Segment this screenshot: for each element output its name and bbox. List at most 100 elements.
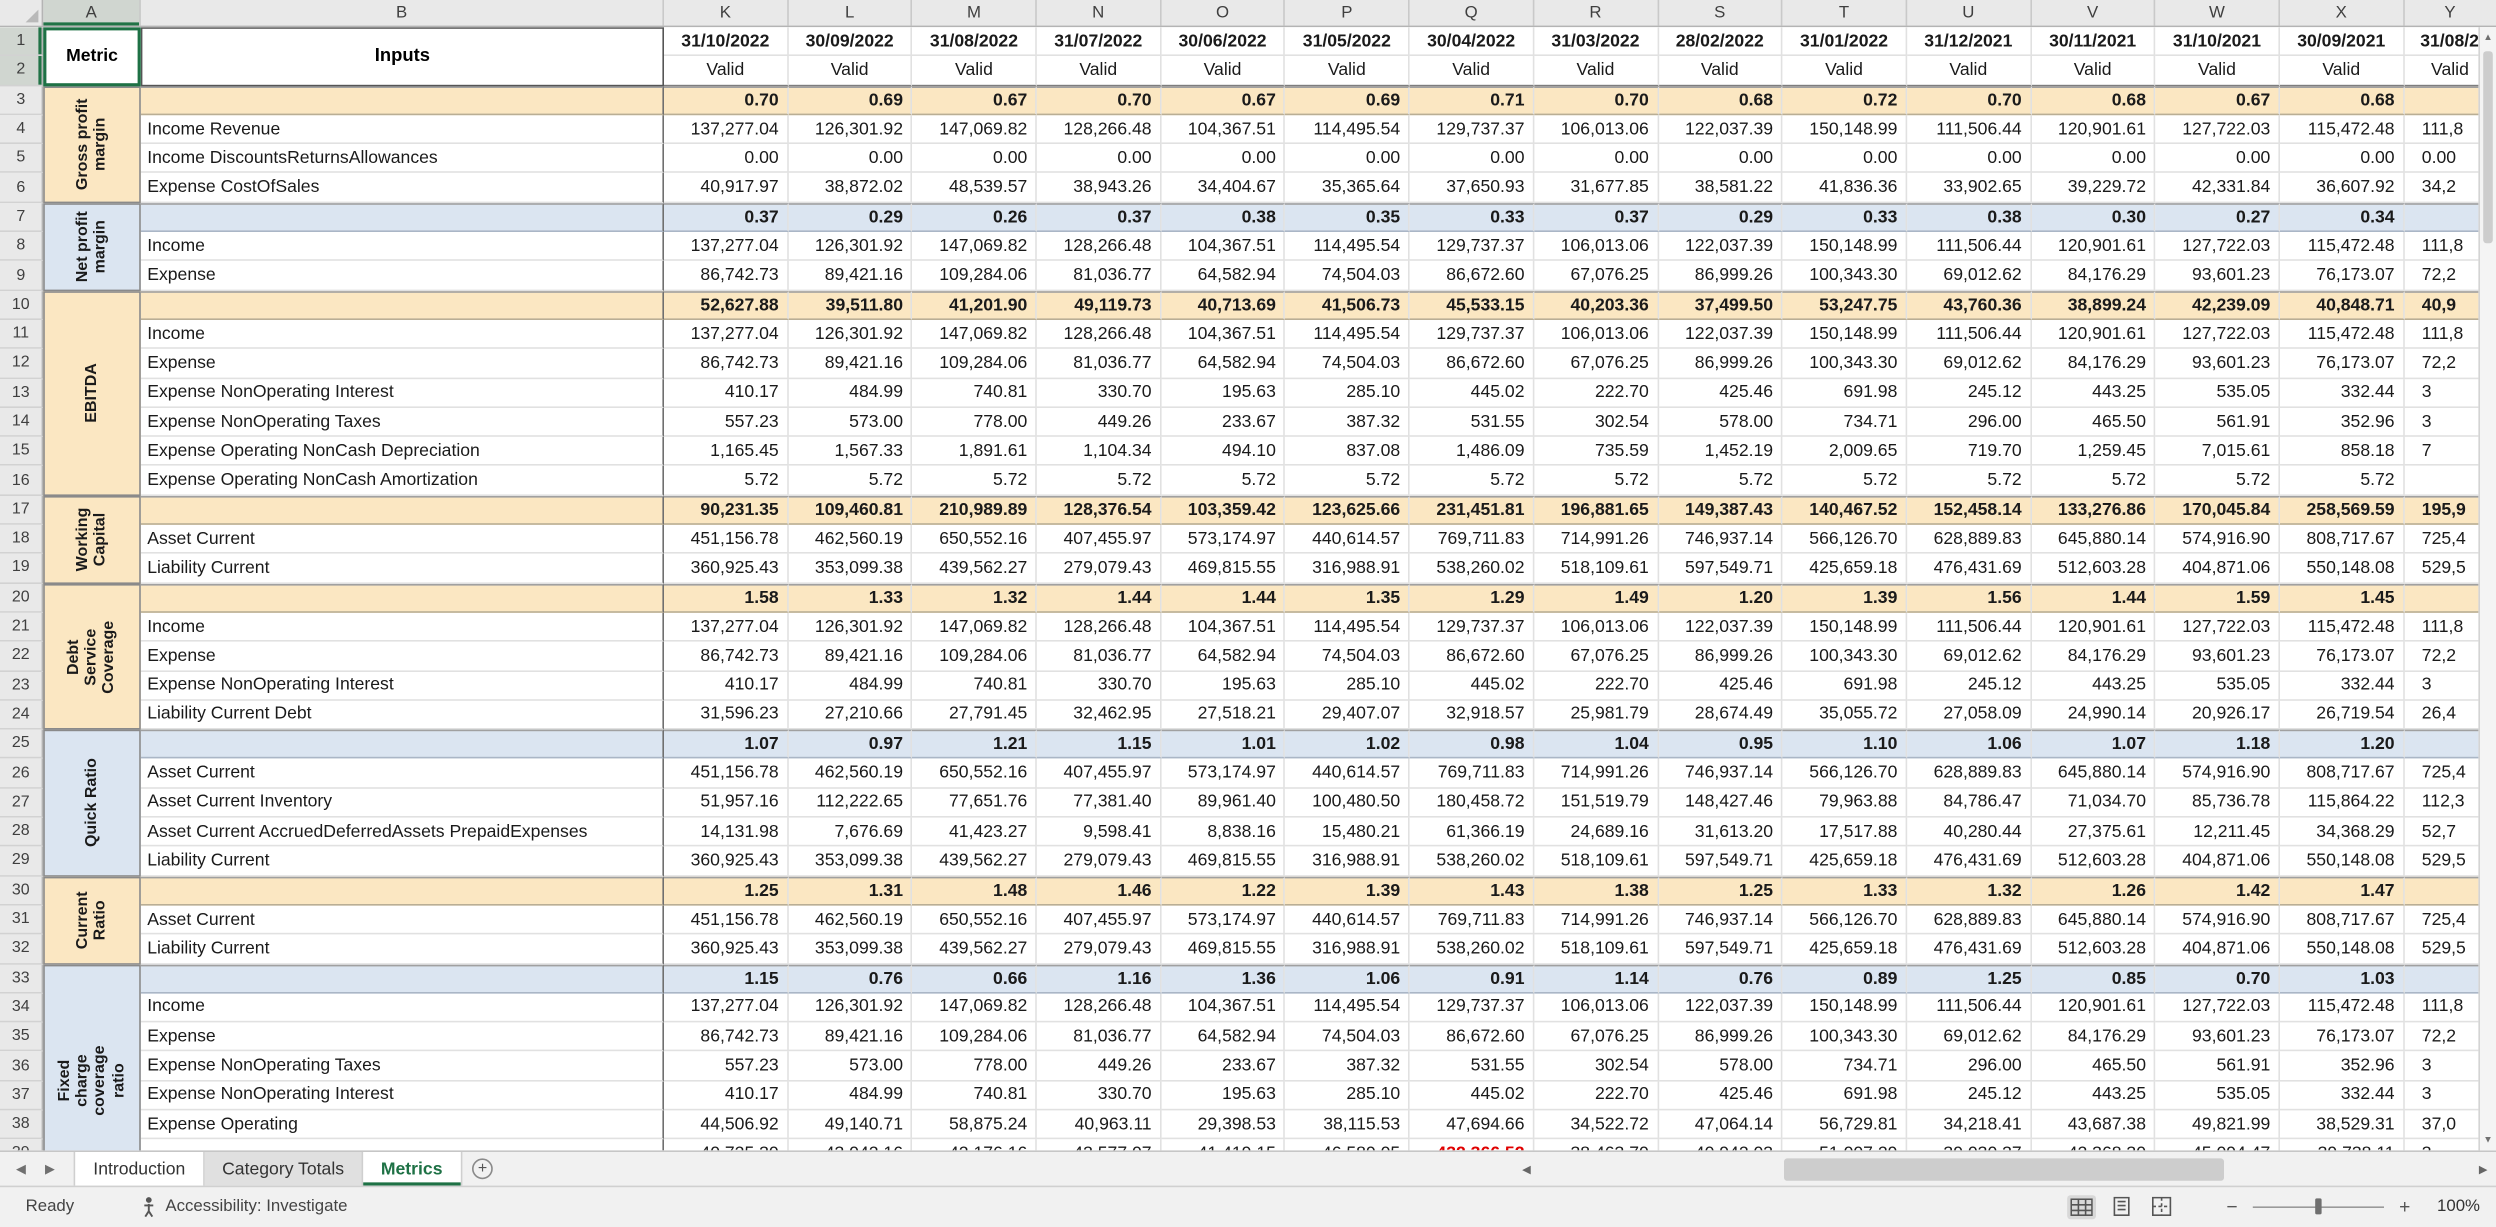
value-cell[interactable]: 476,431.69 [1907,846,2032,877]
value-cell[interactable]: 51,007.29 [1783,1139,1907,1151]
value-cell[interactable]: 1.26 [2031,876,2156,906]
value-cell[interactable]: 439,562.27 [912,554,1037,584]
row-label-cell[interactable]: Expense NonOperating Taxes [140,407,665,438]
value-cell-partial[interactable]: 3 [2404,671,2496,701]
value-cell[interactable]: 90,231.35 [664,495,789,525]
valid-cell[interactable]: Valid [1036,56,1162,86]
add-sheet-button[interactable]: + [462,1152,504,1186]
value-cell[interactable]: 0.66 [912,964,1037,994]
value-cell-partial[interactable]: 725,4 [2404,905,2496,935]
sheet-tab-metrics[interactable]: Metrics [363,1152,462,1186]
vertical-scroll-thumb[interactable] [2483,51,2493,244]
value-cell[interactable]: 31,596.23 [664,700,789,730]
date-header-cell[interactable]: 30/06/2022 [1161,27,1286,57]
value-cell[interactable]: 151,519.79 [1534,788,1659,818]
value-cell[interactable]: 86,999.26 [1658,349,1783,379]
value-cell[interactable]: 137,277.04 [664,115,789,145]
value-cell[interactable]: 0.29 [1658,202,1783,233]
row-label-cell[interactable]: Expense CostOfSales [140,173,665,203]
group-label-current-ratio[interactable]: Current Ratio [43,876,141,965]
value-cell[interactable]: 89,421.16 [788,349,913,379]
value-cell[interactable]: 0.67 [2155,85,2280,116]
valid-cell[interactable]: Valid [1534,56,1659,86]
value-cell[interactable]: 76,173.07 [2279,1022,2405,1052]
value-cell[interactable]: 445.02 [1409,1081,1535,1111]
value-cell[interactable]: 26,719.54 [2279,700,2405,730]
date-header-cell[interactable]: 30/11/2021 [2031,27,2156,57]
value-cell[interactable]: 129,737.37 [1409,319,1535,350]
value-cell[interactable]: 86,672.60 [1409,641,1535,672]
value-cell[interactable]: 1,259.45 [2031,437,2156,467]
value-cell-partial[interactable] [2404,466,2496,496]
value-cell[interactable]: 27,791.45 [912,700,1037,730]
value-cell[interactable]: 89,421.16 [788,1022,913,1052]
group-label-debt-service-coverage[interactable]: Debt Service Coverage [43,583,141,730]
value-cell[interactable]: 120,901.61 [2031,993,2156,1023]
value-cell[interactable]: 233.67 [1161,407,1286,438]
row-header-9[interactable]: 9 [0,261,44,291]
value-cell[interactable]: 332.44 [2279,1081,2405,1111]
valid-cell[interactable]: Valid [1907,56,2032,86]
row-header-33[interactable]: 33 [0,964,44,994]
value-cell[interactable]: 109,284.06 [912,349,1037,379]
row-header-20[interactable]: 20 [0,583,44,613]
value-cell[interactable]: 31,613.20 [1658,817,1783,847]
group-label-fixed-charge-coverage-ratio[interactable]: Fixed charge coverage ratio [43,964,141,1151]
value-cell-partial[interactable]: 72,2 [2404,349,2496,379]
tab-nav-right-icon[interactable]: ▶ [45,1161,55,1176]
value-cell[interactable]: 410.17 [664,1081,789,1111]
value-cell[interactable]: 150,148.99 [1782,115,1907,145]
value-cell[interactable]: 120,901.61 [2031,115,2156,145]
value-cell[interactable]: 222.70 [1534,1081,1659,1111]
value-cell[interactable]: 597,549.71 [1658,934,1783,964]
row-header-21[interactable]: 21 [0,612,44,642]
row-label-cell[interactable]: Expense NonOperating Interest [140,671,665,701]
column-header-L[interactable]: L [788,0,913,26]
value-cell[interactable]: 47,694.66 [1409,1110,1535,1140]
value-cell[interactable]: 71,034.70 [2031,788,2156,818]
column-header-B[interactable]: B [141,0,665,26]
value-cell[interactable]: 837.08 [1285,437,1410,467]
value-cell[interactable]: 451,156.78 [664,905,789,935]
value-cell[interactable]: 38,943.26 [1036,173,1162,203]
value-cell[interactable]: 440,614.57 [1285,905,1410,935]
value-cell[interactable]: 81,036.77 [1036,261,1162,291]
value-cell[interactable]: 111,506.44 [1907,232,2032,262]
row-label-cell[interactable] [141,1139,665,1151]
value-cell[interactable]: 0.00 [1285,144,1410,174]
value-cell[interactable]: 5.72 [1534,466,1659,496]
value-cell[interactable]: 100,343.30 [1782,261,1907,291]
value-cell[interactable]: 1.44 [2031,583,2156,613]
value-cell[interactable]: 557.23 [664,407,789,438]
row-header-22[interactable]: 22 [0,641,44,672]
value-cell[interactable]: 1.07 [2031,729,2156,760]
value-cell[interactable]: 115,472.48 [2279,115,2405,145]
value-cell[interactable]: 114,495.54 [1285,319,1410,350]
scroll-up-icon[interactable]: ▲ [2483,32,2493,43]
column-header-Y[interactable]: Y [2444,3,2456,23]
value-cell[interactable]: 858.18 [2279,437,2405,467]
value-cell[interactable]: 1,104.34 [1036,437,1162,467]
row-label-cell[interactable]: Expense Operating NonCash Amortization [140,466,665,496]
row-header-2[interactable]: 2 [0,56,44,86]
value-cell[interactable]: 1.14 [1534,964,1659,994]
value-cell[interactable]: 0.67 [912,85,1037,116]
value-cell[interactable]: 531.55 [1409,1051,1535,1082]
group-label-working-capital[interactable]: Working Capital [43,495,141,584]
value-cell[interactable]: 0.00 [1036,144,1162,174]
value-cell[interactable]: 0.00 [788,144,913,174]
value-cell[interactable]: 714,991.26 [1534,759,1659,789]
row-header-17[interactable]: 17 [0,495,44,525]
value-cell[interactable]: 69,012.62 [1907,1022,2032,1052]
value-cell[interactable]: 0.68 [2279,85,2405,116]
value-cell[interactable]: 0.26 [912,202,1037,233]
value-cell[interactable]: 332.44 [2279,378,2405,408]
date-header-cell[interactable]: 31/12/2021 [1907,27,2032,57]
row-label-cell[interactable]: Asset Current Inventory [140,788,665,818]
value-cell[interactable]: 425,659.18 [1782,846,1907,877]
value-cell[interactable]: 36,607.92 [2279,173,2405,203]
column-header-V[interactable]: V [2031,0,2156,26]
value-cell[interactable]: 512,603.28 [2031,846,2156,877]
value-cell[interactable]: 1.42 [2155,876,2280,906]
value-cell-partial[interactable]: 26,4 [2404,701,2496,730]
